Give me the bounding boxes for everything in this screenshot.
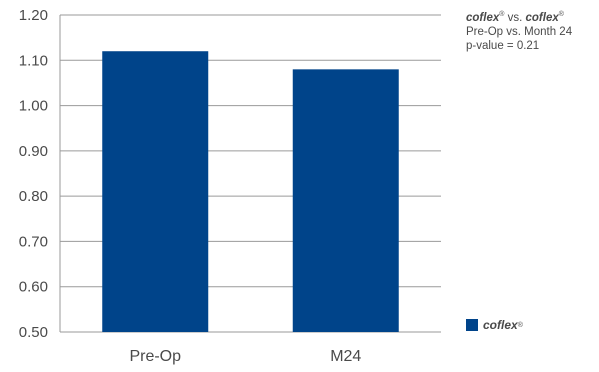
bar-pre-op — [102, 51, 209, 332]
legend: coflex ® — [466, 318, 523, 332]
note-mark-a: ® — [499, 11, 505, 18]
y-tick-label: 1.20 — [19, 7, 48, 24]
legend-swatch — [466, 319, 478, 331]
note-line-3: p-value = 0.21 — [466, 40, 540, 52]
note-brand-b: coflex — [525, 12, 559, 24]
note-mark-b: ® — [558, 11, 564, 18]
note-line-2: Pre-Op vs. Month 24 — [466, 26, 573, 38]
y-tick-label: 0.70 — [19, 233, 48, 250]
y-tick-label: 0.80 — [19, 188, 48, 205]
y-tick-label: 1.10 — [19, 52, 48, 69]
note-brand-a: coflex — [466, 12, 500, 24]
bar-m24 — [292, 69, 399, 332]
y-tick-label: 1.00 — [19, 98, 48, 115]
y-tick-label: 0.50 — [19, 324, 48, 341]
note-vs: vs. — [504, 12, 526, 24]
y-axis-ticks: 0.50 0.60 0.70 0.80 0.90 1.00 1.10 1.20 — [19, 7, 48, 341]
y-tick-label: 0.90 — [19, 143, 48, 160]
legend-mark: ® — [517, 321, 523, 329]
bars — [102, 51, 399, 332]
y-tick-label: 0.60 — [19, 279, 48, 296]
statistics-note: coflex® vs. coflex® Pre-Op vs. Month 24 … — [466, 11, 596, 53]
note-line-1: coflex® vs. coflex® — [466, 11, 596, 25]
x-category-label: M24 — [330, 348, 361, 365]
x-axis-categories: Pre-Op M24 — [129, 348, 361, 365]
x-category-label: Pre-Op — [129, 348, 181, 365]
legend-label: coflex — [483, 318, 518, 332]
